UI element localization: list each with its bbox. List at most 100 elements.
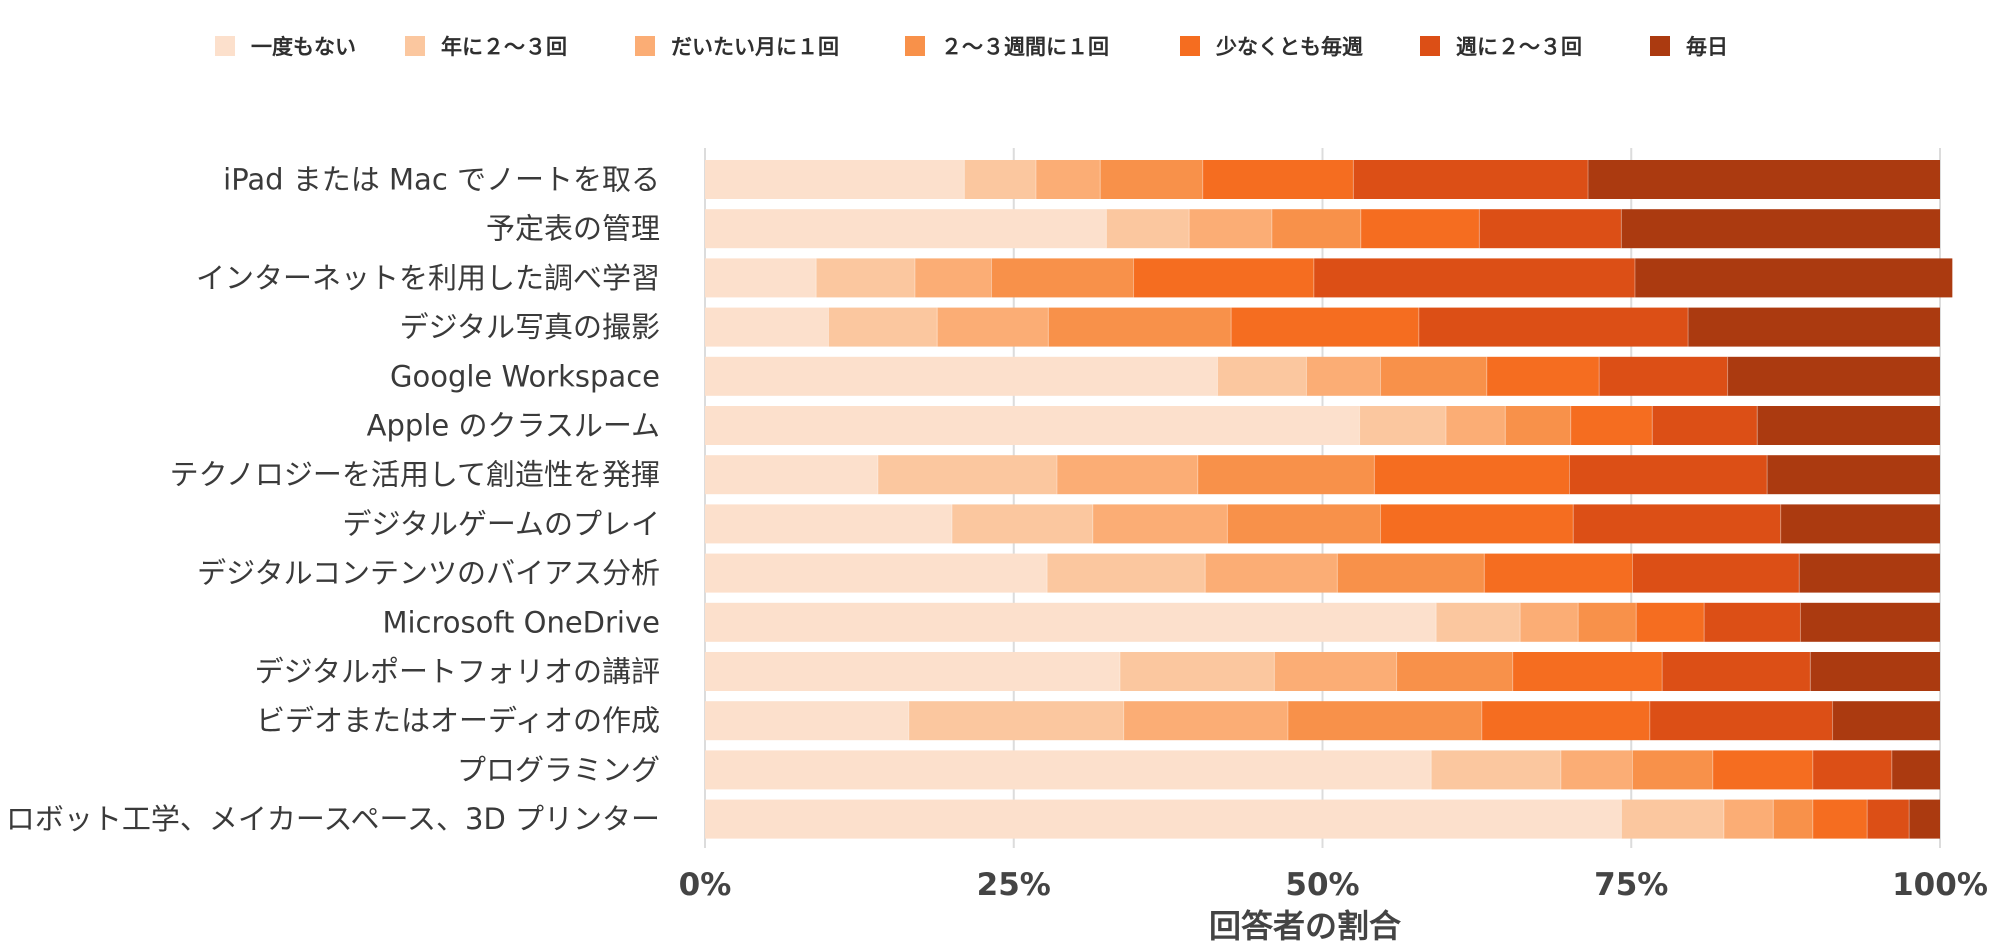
bar-segment xyxy=(1287,701,1482,741)
bar-segment xyxy=(705,701,909,741)
bar-segment xyxy=(1599,356,1728,396)
bar-segment xyxy=(705,455,878,495)
bar-segment xyxy=(1486,356,1600,396)
category-label: デジタルゲームのプレイ xyxy=(342,507,660,541)
category-label: ビデオまたはオーディオの作成 xyxy=(256,704,660,738)
legend-label: 少なくとも毎週 xyxy=(1215,35,1363,59)
bar-segment xyxy=(705,258,817,298)
bar-segment xyxy=(705,209,1107,249)
bar-segment xyxy=(1479,209,1622,249)
bar-segment xyxy=(1189,209,1272,249)
bar-segment xyxy=(1274,652,1397,691)
bar-segment xyxy=(1119,652,1275,691)
bar-segment xyxy=(1812,799,1868,839)
bar-segment xyxy=(1353,160,1589,199)
bar-segment xyxy=(705,652,1120,691)
legend-label: 毎日 xyxy=(1686,35,1728,59)
bar-segment xyxy=(705,799,1622,839)
category-label: デジタルコンテンツのバイアス分析 xyxy=(197,556,660,590)
category-label: デジタル写真の撮影 xyxy=(400,310,660,344)
category-label: インターネットを利用した調べ学習 xyxy=(196,261,660,295)
category-label: プログラミング xyxy=(457,753,660,787)
category-labels: iPad または Mac でノートを取る予定表の管理インターネットを利用した調べ… xyxy=(6,163,660,837)
bar-segment xyxy=(1436,602,1521,642)
category-label: Google Workspace xyxy=(390,359,660,393)
bar-segment xyxy=(1227,504,1381,544)
bar-segment xyxy=(1704,602,1801,642)
bar-segment xyxy=(1505,406,1571,445)
bar-segment xyxy=(1359,406,1446,445)
bar-segment xyxy=(1202,160,1354,199)
category-label: 予定表の管理 xyxy=(486,212,660,246)
bar-segment xyxy=(1431,750,1561,790)
bar-segment xyxy=(1100,160,1203,199)
category-label: テクノロジーを活用して創造性を発揮 xyxy=(170,458,660,492)
bar-segment xyxy=(1662,652,1811,691)
bar-segment xyxy=(1800,602,1940,642)
category-label: iPad または Mac でノートを取る xyxy=(223,163,660,197)
bar-segment xyxy=(1649,701,1833,741)
bar-segment xyxy=(1621,209,1940,249)
bar-segment xyxy=(705,307,829,347)
x-tick-label: 75% xyxy=(1594,867,1668,903)
bar-segment xyxy=(1767,455,1940,495)
bar-segment xyxy=(914,258,992,298)
bar-segment xyxy=(937,307,1049,347)
bar-segment xyxy=(908,701,1124,741)
legend-swatch xyxy=(905,36,925,56)
legend-swatch xyxy=(1650,36,1670,56)
bar-segment xyxy=(1231,307,1419,347)
bar-segment xyxy=(1446,406,1506,445)
bar-segment xyxy=(1621,799,1724,839)
x-axis-title: 回答者の割合 xyxy=(1209,907,1401,945)
bar-segment xyxy=(1810,652,1940,691)
bar-segment xyxy=(1056,455,1198,495)
bar-segment xyxy=(1360,209,1480,249)
x-tick-label: 25% xyxy=(977,867,1051,903)
gridlines xyxy=(704,148,1941,848)
bar-segment xyxy=(1092,504,1228,544)
bar-segment xyxy=(705,356,1218,396)
bars xyxy=(705,160,1953,839)
bar-segment xyxy=(1047,553,1206,593)
bar-segment xyxy=(1773,799,1813,839)
legend-label: ２〜３週間に１回 xyxy=(941,35,1109,59)
bar-segment xyxy=(1909,799,1940,839)
bar-segment xyxy=(1520,602,1579,642)
legend-swatch xyxy=(635,36,655,56)
legend-label: 週に２〜３回 xyxy=(1456,35,1582,59)
x-tick-label: 50% xyxy=(1285,867,1359,903)
bar-segment xyxy=(705,160,965,199)
bar-segment xyxy=(1588,160,1940,199)
bar-segment xyxy=(1484,553,1633,593)
bar-segment xyxy=(1652,406,1758,445)
bar-segment xyxy=(1374,455,1570,495)
category-label: Apple のクラスルーム xyxy=(367,409,660,443)
x-tick-label: 0% xyxy=(679,867,732,903)
bar-segment xyxy=(1306,356,1381,396)
bar-segment xyxy=(1573,504,1781,544)
bar-segment xyxy=(705,750,1432,790)
bar-segment xyxy=(1723,799,1774,839)
legend: 一度もない 年に２〜３回 だいたい月に１回 ２〜３週間に１回 少なくとも毎週 週に２〜３回… xyxy=(215,35,1728,59)
bar-segment xyxy=(1217,356,1307,396)
category-label: デジタルポートフォリオの講評 xyxy=(255,655,660,689)
bar-segment xyxy=(705,406,1360,445)
bar-segment xyxy=(705,602,1437,642)
bar-segment xyxy=(1632,553,1800,593)
bar-segment xyxy=(1569,455,1768,495)
bar-segment xyxy=(1313,258,1635,298)
bar-segment xyxy=(1688,307,1940,347)
legend-label: 年に２〜３回 xyxy=(441,35,567,59)
bar-segment xyxy=(1891,750,1940,790)
legend-swatch xyxy=(1420,36,1440,56)
bar-segment xyxy=(1632,750,1713,790)
bar-segment xyxy=(1712,750,1813,790)
bar-segment xyxy=(1380,504,1574,544)
bar-segment xyxy=(1832,701,1940,741)
bar-segment xyxy=(1867,799,1910,839)
category-label: ロボット工学、メイカースペース、3D プリンター xyxy=(6,802,660,836)
bar-segment xyxy=(1271,209,1361,249)
bar-segment xyxy=(705,504,952,544)
